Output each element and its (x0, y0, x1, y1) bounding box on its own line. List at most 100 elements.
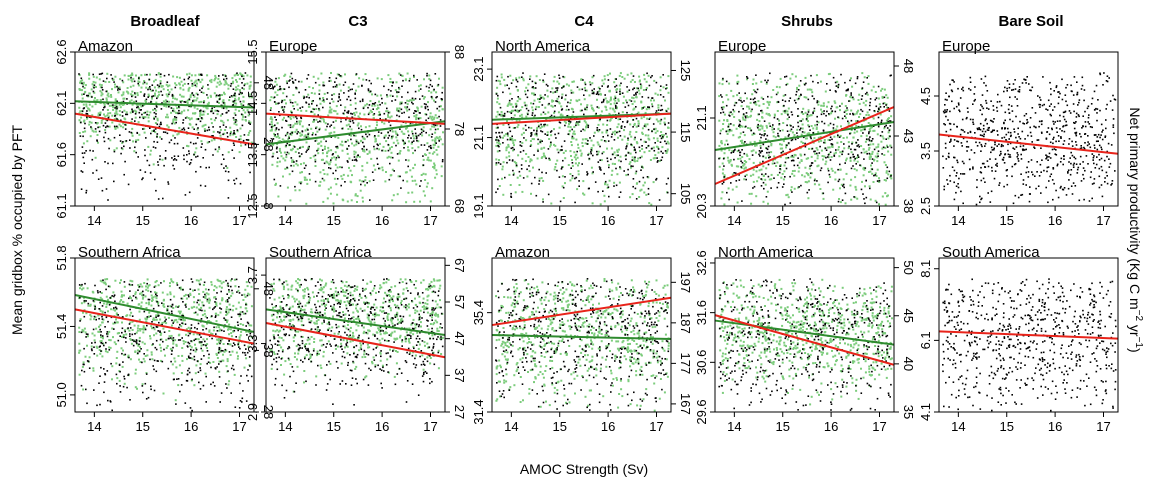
pft-point (346, 148, 349, 150)
pft-point (541, 130, 544, 133)
pft-point (839, 163, 841, 166)
npp-point (645, 193, 648, 196)
pft-point (184, 117, 187, 119)
npp-point (298, 181, 301, 184)
npp-point (438, 109, 441, 112)
npp-point (779, 156, 782, 159)
npp-point (497, 113, 500, 116)
pft-point (642, 107, 644, 109)
pft-point (146, 73, 148, 76)
npp-point (776, 161, 779, 164)
npp-point (619, 88, 622, 91)
pft-point (865, 196, 868, 199)
pft-point (567, 101, 569, 104)
pft-point (756, 166, 758, 168)
pft-point (624, 126, 626, 128)
pft-point (499, 163, 502, 165)
pft-point (563, 140, 566, 142)
pft-point (752, 98, 755, 101)
npp-point (766, 126, 768, 129)
npp-point (79, 81, 82, 84)
pft-point (635, 117, 638, 120)
pft-point (973, 100, 976, 102)
pft-point (117, 87, 120, 90)
pft-point (269, 79, 271, 82)
npp-point (588, 81, 591, 84)
pft-point (435, 142, 437, 144)
pft-point (790, 159, 793, 162)
npp-point (817, 100, 820, 103)
npp-point (805, 137, 807, 140)
npp-point (752, 180, 755, 183)
pft-point (744, 141, 746, 143)
npp-point (353, 150, 356, 153)
npp-point (745, 153, 748, 156)
npp-point (91, 105, 94, 108)
pft-point (387, 149, 390, 152)
npp-point (748, 158, 751, 161)
npp-point (575, 138, 578, 141)
pft-point (136, 132, 139, 134)
pft-point (869, 98, 872, 100)
npp-point (622, 95, 625, 98)
npp-point (105, 97, 108, 100)
pft-point (878, 179, 881, 182)
npp-point (210, 81, 213, 84)
pft-point (188, 76, 191, 78)
pft-point (944, 98, 947, 101)
npp-point (751, 93, 754, 96)
pft-point (761, 173, 763, 176)
npp-point (313, 120, 315, 123)
pft-point (101, 86, 103, 89)
pft-point (401, 96, 403, 98)
npp-point (521, 157, 524, 160)
panel-frame (74, 51, 255, 207)
npp-point (519, 98, 522, 101)
npp-point (640, 155, 643, 158)
pft-point (610, 158, 612, 161)
y-right-tick-label: 43 (901, 129, 916, 143)
npp-point (270, 121, 273, 123)
pft-point (792, 126, 794, 128)
npp-point (320, 144, 323, 147)
npp-point (884, 164, 887, 166)
pft-point (637, 87, 639, 90)
npp-point (431, 115, 434, 118)
npp-point (391, 199, 394, 202)
npp-point (121, 142, 124, 144)
pft-point (779, 130, 781, 132)
pft-point (945, 110, 948, 113)
pft-point (534, 176, 536, 179)
npp-point (115, 106, 118, 109)
pft-point (339, 75, 342, 77)
npp-point (147, 93, 150, 96)
pft-point (420, 144, 423, 146)
npp-point (502, 161, 505, 164)
npp-point (825, 160, 828, 163)
npp-point (871, 150, 874, 153)
npp-point (395, 81, 398, 84)
npp-point (820, 149, 823, 152)
pft-point (373, 113, 376, 115)
npp-point (517, 110, 520, 113)
npp-point (883, 161, 886, 164)
pft-point (436, 107, 438, 110)
npp-point (159, 80, 162, 83)
npp-point (816, 157, 819, 160)
npp-point (538, 177, 541, 180)
npp-point (659, 89, 662, 92)
pft-point (638, 146, 641, 149)
pft-point (300, 153, 303, 155)
npp-point (755, 144, 758, 147)
pft-point (160, 123, 162, 126)
pft-point (596, 150, 598, 153)
npp-point (666, 140, 669, 143)
npp-point (883, 127, 886, 130)
pft-point (412, 103, 414, 105)
pft-point (575, 124, 577, 127)
npp-point (309, 178, 311, 181)
npp-point (291, 126, 294, 129)
npp-point (580, 103, 582, 106)
pft-point (758, 150, 761, 152)
npp-point (852, 136, 855, 139)
